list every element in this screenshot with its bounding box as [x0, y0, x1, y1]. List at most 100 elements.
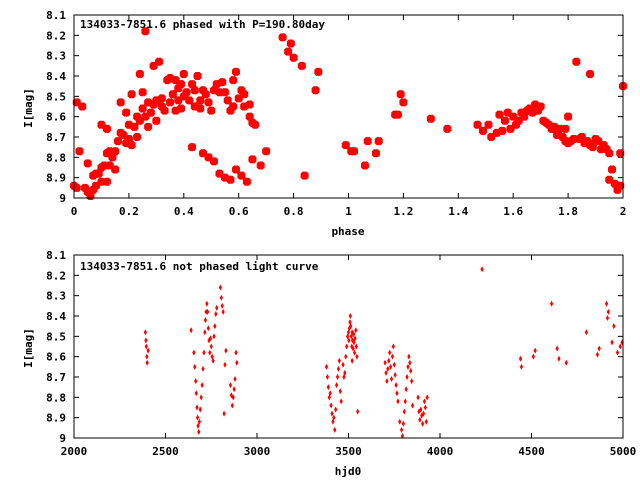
phased-y-tick-label: 8.4 [46, 70, 66, 83]
unphased-data-point [519, 363, 524, 370]
unphased-data-point [399, 426, 404, 433]
unphased-data-point [425, 394, 429, 401]
phased-data-point [240, 90, 249, 99]
phased-data-point [196, 96, 205, 105]
unphased-data-point [234, 349, 238, 356]
unphased-data-point [348, 319, 352, 326]
unphased-y-tick-label: 8.3 [46, 290, 66, 303]
phased-data-point [251, 120, 260, 129]
phased-data-point [616, 149, 625, 158]
unphased-data-point [390, 353, 395, 360]
unphased-data-point [189, 327, 193, 334]
unphased-data-point [384, 369, 388, 376]
phased-data-point [160, 106, 169, 115]
unphased-data-point [393, 371, 397, 378]
unphased-data-point [342, 374, 346, 380]
unphased-y-tick-label: 8.4 [46, 310, 66, 323]
unphased-data-point [330, 410, 334, 417]
unphased-data-point [235, 359, 239, 366]
phased-data-point [561, 124, 570, 133]
unphased-data-point [388, 363, 393, 370]
unphased-data-point [389, 376, 394, 383]
unphased-data-point [349, 323, 353, 330]
phased-data-point [393, 110, 402, 119]
unphased-data-point [145, 353, 149, 360]
phased-data-point [443, 124, 452, 133]
phased-data-point [209, 157, 218, 166]
unphased-data-point [205, 300, 209, 307]
phased-x-tick-label: 0.6 [229, 205, 249, 218]
unphased-data-point [196, 422, 200, 429]
phased-data-point [586, 69, 595, 78]
unphased-data-point [224, 347, 228, 354]
phased-data-point [426, 114, 435, 123]
unphased-data-point [388, 349, 392, 356]
phased-x-tick-label: 2 [620, 205, 627, 218]
phased-x-tick-label: 1.6 [503, 205, 523, 218]
phased-data-point [300, 171, 309, 180]
unphased-data-point [195, 414, 200, 421]
phased-x-tick-label: 0.8 [284, 205, 304, 218]
unphased-data-point [597, 345, 601, 352]
unphased-x-tick-label: 3000 [244, 445, 271, 458]
unphased-data-point [203, 317, 207, 324]
unphased-data-point [615, 349, 620, 356]
unphased-data-point [193, 363, 197, 370]
phased-data-point [166, 98, 175, 107]
phased-x-axis-label: phase [331, 225, 364, 238]
phased-data-point [256, 161, 265, 170]
unphased-data-point [352, 339, 356, 346]
phased-x-tick-label: 0.4 [174, 205, 194, 218]
unphased-data-point [205, 308, 210, 315]
phased-data-point [78, 102, 87, 111]
unphased-data-point [212, 333, 216, 340]
phased-y-tick-label: 8.6 [46, 111, 66, 124]
unphased-data-point [194, 378, 198, 385]
phased-y-tick-label: 8.1 [46, 9, 66, 22]
unphased-data-point [387, 357, 391, 364]
unphased-data-point [211, 357, 215, 364]
unphased-data-point [386, 365, 390, 372]
phased-data-point [608, 165, 617, 174]
phased-data-point [94, 169, 103, 178]
unphased-data-point [194, 390, 198, 397]
phased-data-point [204, 98, 213, 107]
unphased-data-point [335, 374, 340, 380]
unphased-y-axis-label: I[mag] [22, 328, 35, 368]
unphased-data-point [328, 390, 332, 397]
unphased-data-point [200, 382, 204, 389]
unphased-data-point [407, 353, 411, 360]
phased-data-point [188, 80, 197, 89]
unphased-data-point [208, 335, 213, 342]
unphased-data-point [480, 266, 484, 273]
phased-data-point [168, 90, 177, 99]
unphased-data-point [209, 343, 213, 350]
phased-data-point [286, 39, 295, 48]
unphased-x-tick-label: 4000 [427, 445, 454, 458]
phased-data-point [188, 143, 197, 152]
phased-data-point [226, 175, 235, 184]
phased-data-point [297, 61, 306, 70]
unphased-data-point [345, 333, 350, 340]
phased-data-point [284, 47, 293, 56]
phased-data-point [588, 143, 597, 152]
unphased-data-point [350, 329, 354, 336]
phased-data-point [196, 104, 205, 113]
unphased-data-point [336, 365, 341, 372]
unphased-data-point [220, 302, 224, 309]
unphased-data-point [604, 300, 609, 307]
phased-data-point [111, 165, 120, 174]
unphased-data-point [423, 404, 427, 411]
unphased-x-tick-label: 2500 [152, 445, 179, 458]
unphased-data-point [518, 355, 523, 362]
unphased-y-tick-label: 8.1 [46, 249, 66, 262]
phased-data-point [363, 137, 372, 146]
unphased-data-point [206, 325, 210, 332]
phased-data-point [245, 100, 254, 109]
phased-data-point [111, 147, 120, 156]
phased-data-point [229, 76, 238, 85]
unphased-data-point [403, 398, 407, 405]
phased-data-point [262, 147, 271, 156]
unphased-data-point [202, 349, 206, 356]
unphased-data-point [424, 418, 428, 425]
